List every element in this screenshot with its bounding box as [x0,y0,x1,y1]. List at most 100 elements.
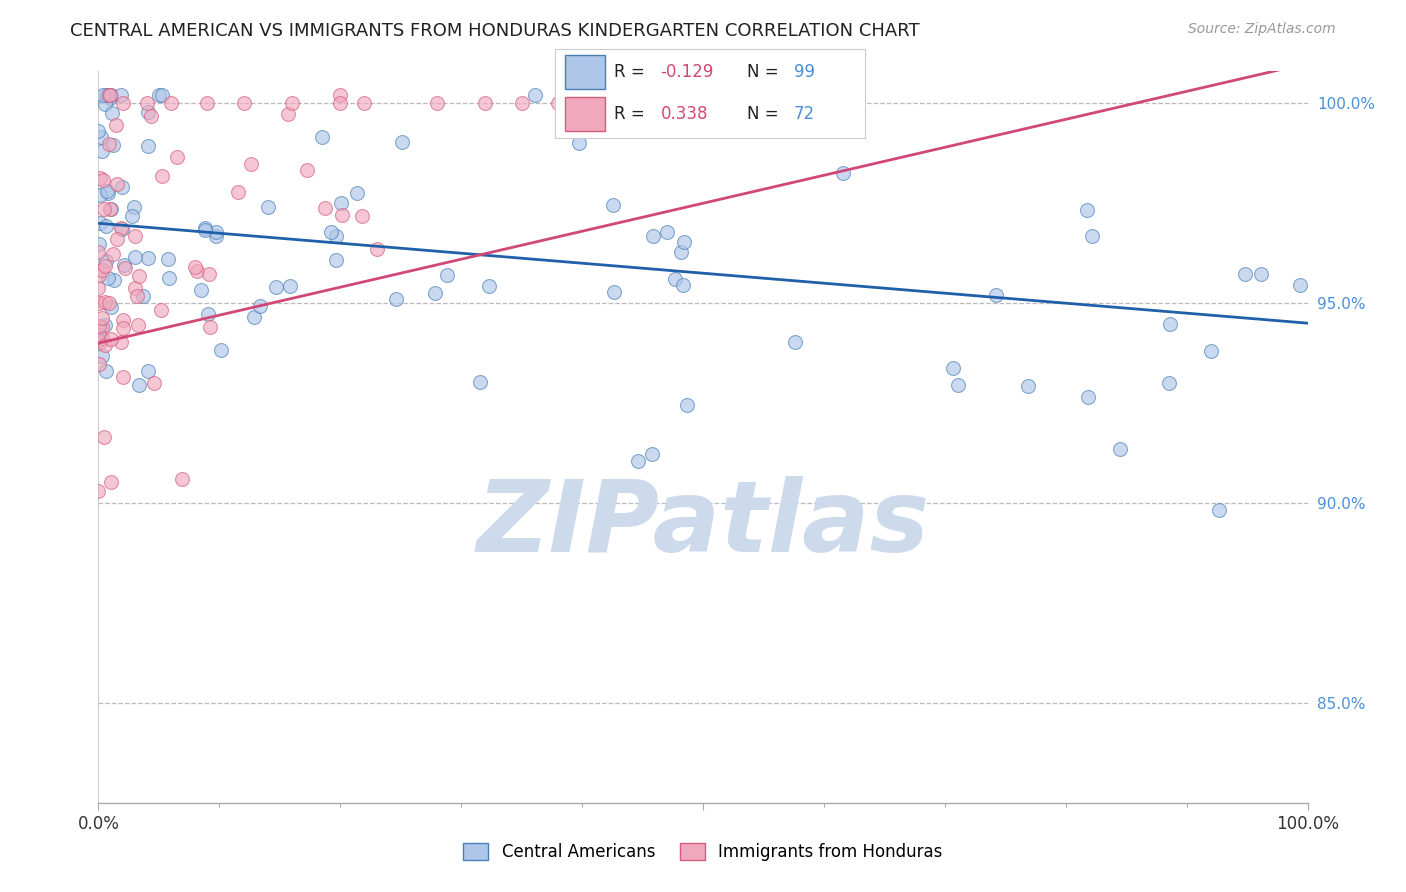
Text: 99: 99 [793,63,814,81]
Point [314,202,336,216]
Point [150,169,173,183]
Point [423,286,446,301]
Point [101,137,124,152]
Point [110,221,132,235]
Point [87,318,110,333]
Point [205,225,228,239]
Point [197,268,219,282]
Bar [565,97,605,131]
Point [329,96,352,111]
Point [330,196,353,211]
Point [266,279,288,293]
Point [100,332,122,346]
Point [831,166,853,180]
Point [157,271,180,285]
Point [124,228,146,243]
Point [436,268,458,282]
Point [510,96,533,111]
Point [89,170,111,185]
Point [93,430,115,444]
Point [655,225,678,239]
Text: -0.129: -0.129 [661,63,714,81]
Point [136,252,159,266]
Point [100,300,122,314]
Point [226,185,249,199]
Point [346,186,368,200]
Point [195,96,218,111]
Point [122,200,145,214]
Text: R =: R = [614,63,650,81]
Point [329,88,352,103]
Point [101,247,124,261]
Point [648,95,671,110]
Point [1017,379,1039,393]
Point [325,252,347,267]
Point [91,331,114,345]
Point [311,129,333,144]
Point [1250,267,1272,281]
Point [136,138,159,153]
Point [91,88,114,103]
Point [1233,267,1256,281]
Point [97,271,120,285]
Point [89,216,111,230]
Point [89,333,111,347]
Point [156,252,179,267]
Bar [565,55,605,89]
Point [1289,278,1312,293]
Point [89,188,111,202]
Point [89,334,111,349]
Point [603,285,626,300]
Point [391,135,413,149]
Point [568,136,591,150]
Point [672,235,695,250]
Point [112,321,135,335]
Point [124,250,146,264]
Point [121,209,143,223]
Point [105,177,128,191]
Point [640,447,662,461]
Point [150,88,173,103]
Point [90,263,112,277]
Point [426,96,449,111]
Point [385,292,408,306]
Point [278,279,301,293]
Point [98,88,121,103]
Point [98,296,121,310]
Point [104,118,127,132]
Point [672,277,695,292]
Point [94,295,117,310]
Point [87,237,110,252]
Point [111,96,134,111]
Point [321,225,343,239]
Point [194,223,217,237]
Point [468,375,491,389]
Point [524,88,547,103]
Text: R =: R = [614,105,655,123]
Point [128,268,150,283]
Point [257,200,280,214]
Point [94,259,117,273]
Point [124,281,146,295]
Point [138,364,160,378]
Point [136,104,159,119]
Point [127,289,149,303]
Point [627,454,650,468]
Point [160,96,183,111]
Point [243,310,266,324]
Point [94,338,117,352]
Point [87,484,110,499]
Point [353,96,375,111]
Point [87,358,110,372]
Point [1077,390,1099,404]
Point [669,245,692,260]
Point [239,157,262,171]
Point [1076,202,1098,217]
Point [942,361,965,376]
Point [93,202,115,216]
Point [97,88,120,103]
Point [664,272,686,286]
Point [200,320,222,334]
Point [602,198,624,212]
Point [190,283,212,297]
